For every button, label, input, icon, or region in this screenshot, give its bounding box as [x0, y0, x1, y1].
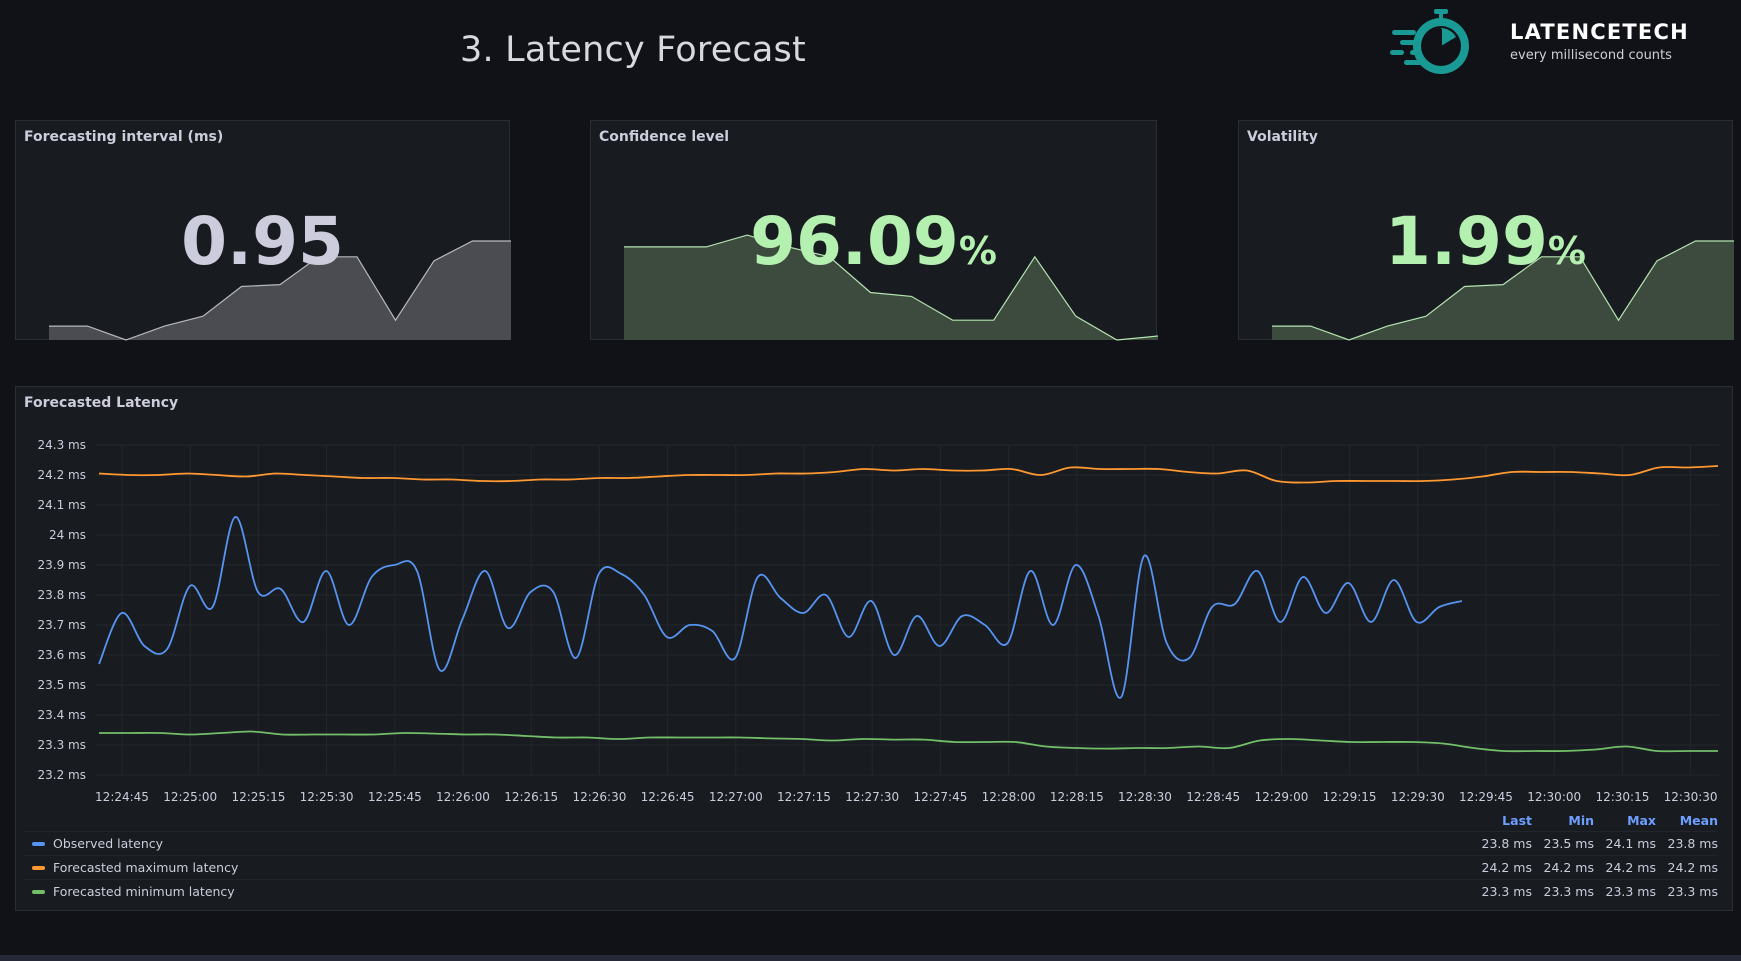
y-tick-label: 24 ms [49, 528, 86, 542]
stat-last: 23.3 ms [1481, 884, 1533, 899]
legend-header: Last Min Max Mean [24, 813, 1718, 831]
stat-mean: 23.8 ms [1667, 836, 1719, 851]
x-tick-label: 12:25:45 [368, 790, 422, 804]
x-tick-label: 12:28:45 [1186, 790, 1240, 804]
series-swatch [32, 841, 45, 846]
stat-min: 23.5 ms [1543, 836, 1595, 851]
x-tick-label: 12:30:30 [1664, 790, 1718, 804]
stat-last: 23.8 ms [1481, 836, 1533, 851]
stat-mean: 24.2 ms [1667, 860, 1719, 875]
legend-header-last[interactable]: Last [1502, 813, 1532, 828]
x-tick-label: 12:27:30 [845, 790, 899, 804]
brand-logo: LATENCETECH every millisecond counts [1390, 8, 1690, 78]
panel-title: Volatility [1247, 129, 1318, 145]
x-tick-label: 12:26:00 [436, 790, 490, 804]
x-tick-label: 12:27:15 [777, 790, 831, 804]
sparkline-line [1272, 240, 1734, 341]
bottom-scroll-bar [0, 955, 1741, 961]
series-observed-latency[interactable] [98, 516, 1463, 699]
stat-panel-confidence-level[interactable]: Confidence level 96.09% [590, 120, 1158, 341]
panel-title: Confidence level [599, 129, 730, 145]
y-tick-label: 23.4 ms [38, 708, 86, 722]
stat-max: 24.1 ms [1605, 836, 1657, 851]
stat-mean: 23.3 ms [1667, 884, 1719, 899]
x-tick-label: 12:29:45 [1459, 790, 1513, 804]
panel-title: Forecasted Latency [24, 395, 179, 411]
series-name: Observed latency [53, 836, 164, 851]
sparkline [624, 234, 1158, 341]
x-tick-label: 12:30:15 [1595, 790, 1649, 804]
y-tick-label: 24.2 ms [38, 468, 86, 482]
series-forecast-max[interactable] [98, 465, 1719, 484]
series-swatch [32, 889, 45, 894]
series-name: Forecasted maximum latency [53, 860, 239, 875]
stat-max: 24.2 ms [1605, 860, 1657, 875]
x-tick-label: 12:28:30 [1118, 790, 1172, 804]
x-tick-label: 12:28:15 [1050, 790, 1104, 804]
sparkline-area [624, 235, 1158, 340]
legend-header-max[interactable]: Max [1627, 813, 1656, 828]
stat-min: 24.2 ms [1543, 860, 1595, 875]
brand-name: LATENCETECH [1510, 20, 1689, 44]
legend-header-min[interactable]: Min [1568, 813, 1594, 828]
x-tick-label: 12:25:15 [231, 790, 285, 804]
y-tick-label: 23.3 ms [38, 738, 86, 752]
panel-title: Forecasting interval (ms) [24, 129, 224, 145]
x-tick-label: 12:29:00 [1254, 790, 1308, 804]
legend-header-mean[interactable]: Mean [1679, 813, 1718, 828]
y-tick-label: 23.2 ms [38, 768, 86, 782]
stat-panel-forecasting-interval[interactable]: Forecasting interval (ms) 0.95 [15, 120, 511, 341]
stat-value: 0.95 [181, 203, 344, 280]
page-title: 3. Latency Forecast [460, 30, 806, 70]
y-tick-label: 23.8 ms [38, 588, 86, 602]
x-tick-label: 12:25:30 [300, 790, 354, 804]
y-tick-label: 23.5 ms [38, 678, 86, 692]
x-tick-label: 12:27:00 [709, 790, 763, 804]
brand-tagline: every millisecond counts [1510, 48, 1672, 63]
sparkline-area [1272, 241, 1734, 340]
x-tick-label: 12:29:30 [1391, 790, 1445, 804]
series-name: Forecasted minimum latency [53, 884, 235, 899]
stopwatch-icon [1390, 9, 1469, 74]
timeseries-chart[interactable]: 24.3 ms 24.2 ms 24.1 ms 24 ms 23.9 ms 23.8 ms… [16, 387, 1734, 807]
x-tick-label: 12:24:45 [95, 790, 149, 804]
legend-row-forecast-max[interactable]: Forecasted maximum latency 24.2 ms 24.2 … [24, 855, 1718, 879]
stat-panel-volatility[interactable]: Volatility 1.99% [1238, 120, 1734, 341]
legend-row-observed[interactable]: Observed latency 23.8 ms 23.5 ms 24.1 ms… [24, 831, 1718, 855]
legend-table: Last Min Max Mean Observed latency 23.8 … [24, 813, 1718, 903]
series-swatch [32, 865, 45, 870]
y-tick-label: 24.1 ms [38, 498, 86, 512]
stat-value: 1.99% [1385, 203, 1586, 280]
x-tick-label: 12:26:45 [641, 790, 695, 804]
sparkline [1272, 240, 1734, 341]
x-tick-label: 12:29:15 [1323, 790, 1377, 804]
sparkline-line [624, 234, 1158, 341]
stat-last: 24.2 ms [1481, 860, 1533, 875]
x-tick-label: 12:28:00 [982, 790, 1036, 804]
series-forecast-min[interactable] [99, 730, 1719, 753]
legend-row-forecast-min[interactable]: Forecasted minimum latency 23.3 ms 23.3 … [24, 879, 1718, 903]
stat-value: 96.09% [750, 203, 997, 280]
stat-min: 23.3 ms [1543, 884, 1595, 899]
stat-max: 23.3 ms [1605, 884, 1657, 899]
sparkline [49, 240, 511, 341]
sparkline-area [49, 241, 511, 340]
x-tick-label: 12:25:00 [163, 790, 217, 804]
y-tick-label: 23.9 ms [38, 558, 86, 572]
x-tick-label: 12:26:15 [504, 790, 558, 804]
sparkline-line [49, 240, 511, 341]
x-tick-label: 12:30:00 [1527, 790, 1581, 804]
x-tick-label: 12:26:30 [572, 790, 626, 804]
y-tick-label: 23.7 ms [38, 618, 86, 632]
y-tick-label: 24.3 ms [38, 438, 86, 452]
x-tick-label: 12:27:45 [913, 790, 967, 804]
y-tick-label: 23.6 ms [38, 648, 86, 662]
timeseries-panel-forecasted-latency[interactable]: 24.3 ms 24.2 ms 24.1 ms 24 ms 23.9 ms 23.8 ms… [15, 386, 1733, 911]
